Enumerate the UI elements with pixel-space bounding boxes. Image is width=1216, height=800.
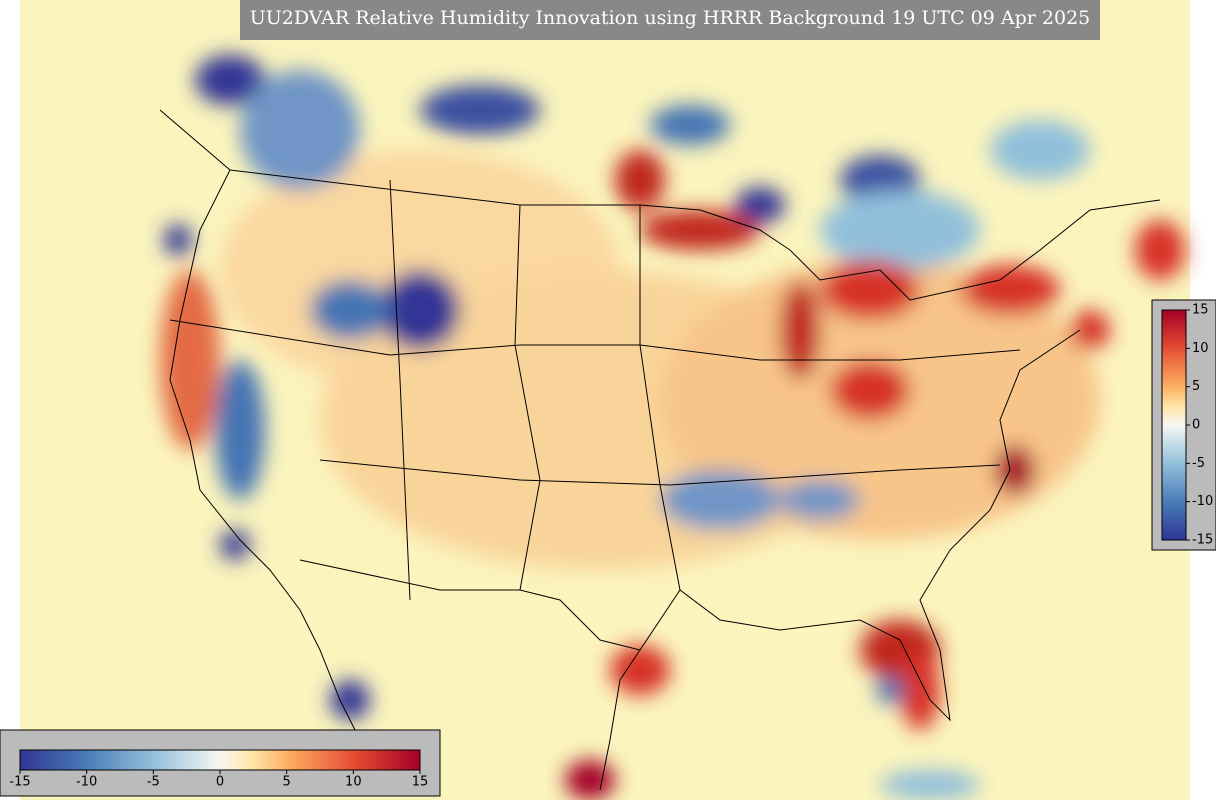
- innovation-field: [160, 55, 1185, 800]
- south-border: [299, 559, 641, 651]
- colorbar-tick-label: -15: [9, 775, 30, 790]
- colorbar-tick-label: 10: [345, 775, 362, 790]
- colorbar-tick-label: 15: [412, 775, 429, 790]
- map-area: [20, 0, 1190, 800]
- west-coast: [159, 109, 361, 741]
- boundaries: [159, 109, 1161, 791]
- colorbar-tick-label: 5: [1192, 379, 1200, 394]
- north-border: [229, 169, 791, 251]
- colorbar-tick-label: -10: [76, 775, 97, 790]
- colorbar-tick-label: 0: [1192, 418, 1200, 433]
- colorbar-tick-label: 15: [1192, 303, 1209, 318]
- horizontal-colorbar: -15 -10 -5 0 5 10 15: [0, 729, 441, 797]
- colorbar-tick-label: -15: [1192, 533, 1213, 548]
- colorbar-tick-label: -5: [1192, 456, 1205, 471]
- state-line: [389, 179, 411, 601]
- state-line: [514, 204, 541, 591]
- vertical-colorbar: -15 -10 -5 0 5 10 15: [1151, 299, 1216, 551]
- title-background: [240, 0, 1100, 40]
- title-box: UU2DVAR Relative Humidity Innovation usi…: [240, 0, 1100, 40]
- colorbar-tick-label: -10: [1192, 494, 1213, 509]
- east-gulf-coast: [599, 329, 1081, 791]
- colorbar-gradient: [19, 749, 421, 771]
- state-line: [319, 459, 1001, 486]
- colorbar-tick-label: -5: [147, 775, 160, 790]
- great-lakes-border: [789, 199, 1161, 301]
- colorbar-tick-label: 5: [283, 775, 291, 790]
- title: UU2DVAR Relative Humidity Innovation usi…: [250, 7, 1091, 29]
- state-line: [639, 205, 681, 591]
- colorbar-tick-label: 0: [216, 775, 224, 790]
- colorbar-tick-label: 10: [1192, 341, 1209, 356]
- colorbar-gradient: [1161, 309, 1187, 541]
